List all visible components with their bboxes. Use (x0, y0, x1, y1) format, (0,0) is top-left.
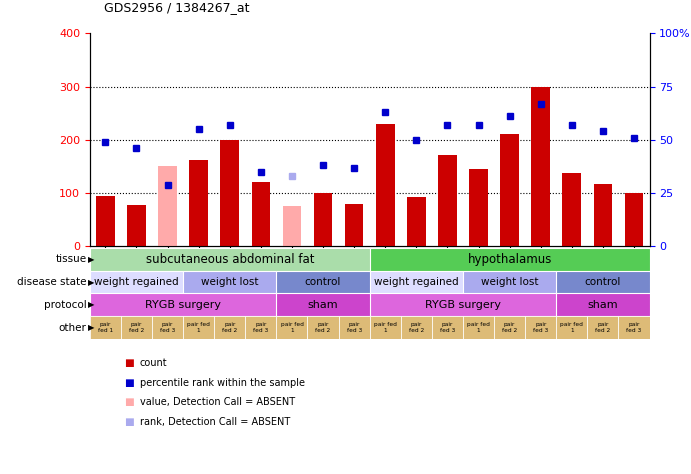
Text: pair
fed 2: pair fed 2 (129, 322, 144, 333)
Bar (594, 183, 612, 246)
Text: ▶: ▶ (88, 255, 94, 264)
Bar (531, 87, 550, 246)
Text: pair
fed 2: pair fed 2 (502, 322, 518, 333)
Text: control: control (585, 277, 621, 287)
Text: RYGB surgery: RYGB surgery (425, 300, 501, 310)
Bar (158, 166, 177, 246)
Bar (252, 182, 270, 246)
Text: value, Detection Call = ABSENT: value, Detection Call = ABSENT (140, 397, 294, 408)
Text: ▶: ▶ (88, 301, 94, 309)
Text: pair
fed 3: pair fed 3 (160, 322, 176, 333)
Bar (562, 173, 581, 246)
Text: control: control (305, 277, 341, 287)
Text: pair
fed 3: pair fed 3 (626, 322, 642, 333)
Text: weight lost: weight lost (201, 277, 258, 287)
Text: subcutaneous abdominal fat: subcutaneous abdominal fat (146, 253, 314, 266)
Text: pair fed
1: pair fed 1 (187, 322, 210, 333)
Bar (127, 205, 146, 246)
Text: pair
fed 3: pair fed 3 (346, 322, 362, 333)
Text: ▶: ▶ (88, 278, 94, 286)
Text: ▶: ▶ (88, 323, 94, 332)
Text: weight regained: weight regained (94, 277, 179, 287)
Text: count: count (140, 357, 167, 368)
Text: pair fed
1: pair fed 1 (467, 322, 490, 333)
Text: pair fed
1: pair fed 1 (560, 322, 583, 333)
Bar (469, 169, 488, 246)
Text: pair
fed 1: pair fed 1 (98, 322, 113, 333)
Text: rank, Detection Call = ABSENT: rank, Detection Call = ABSENT (140, 417, 290, 428)
Text: pair
fed 2: pair fed 2 (408, 322, 424, 333)
Text: disease state: disease state (17, 277, 86, 287)
Text: ■: ■ (124, 377, 134, 388)
Text: pair
fed 2: pair fed 2 (595, 322, 611, 333)
Text: tissue: tissue (55, 254, 86, 264)
Text: sham: sham (587, 300, 618, 310)
Text: weight lost: weight lost (481, 277, 538, 287)
Text: sham: sham (307, 300, 339, 310)
Text: pair fed
1: pair fed 1 (281, 322, 303, 333)
Text: ■: ■ (124, 397, 134, 408)
Bar (625, 193, 643, 246)
Text: RYGB surgery: RYGB surgery (145, 300, 221, 310)
Text: GDS2956 / 1384267_at: GDS2956 / 1384267_at (104, 1, 249, 14)
Bar (500, 135, 519, 246)
Text: other: other (59, 322, 86, 333)
Text: pair
fed 3: pair fed 3 (253, 322, 269, 333)
Bar (376, 124, 395, 246)
Bar (407, 198, 426, 246)
Text: pair
fed 2: pair fed 2 (315, 322, 331, 333)
Bar (220, 140, 239, 246)
Bar (438, 155, 457, 246)
Text: hypothalamus: hypothalamus (467, 253, 552, 266)
Text: ■: ■ (124, 357, 134, 368)
Bar (314, 193, 332, 246)
Text: weight regained: weight regained (374, 277, 459, 287)
Bar (283, 207, 301, 246)
Text: pair
fed 2: pair fed 2 (222, 322, 238, 333)
Bar (96, 196, 115, 246)
Bar (345, 204, 363, 246)
Text: ■: ■ (124, 417, 134, 428)
Text: percentile rank within the sample: percentile rank within the sample (140, 377, 305, 388)
Text: pair
fed 3: pair fed 3 (439, 322, 455, 333)
Text: pair fed
1: pair fed 1 (374, 322, 397, 333)
Text: pair
fed 3: pair fed 3 (533, 322, 549, 333)
Text: protocol: protocol (44, 300, 86, 310)
Bar (189, 160, 208, 246)
